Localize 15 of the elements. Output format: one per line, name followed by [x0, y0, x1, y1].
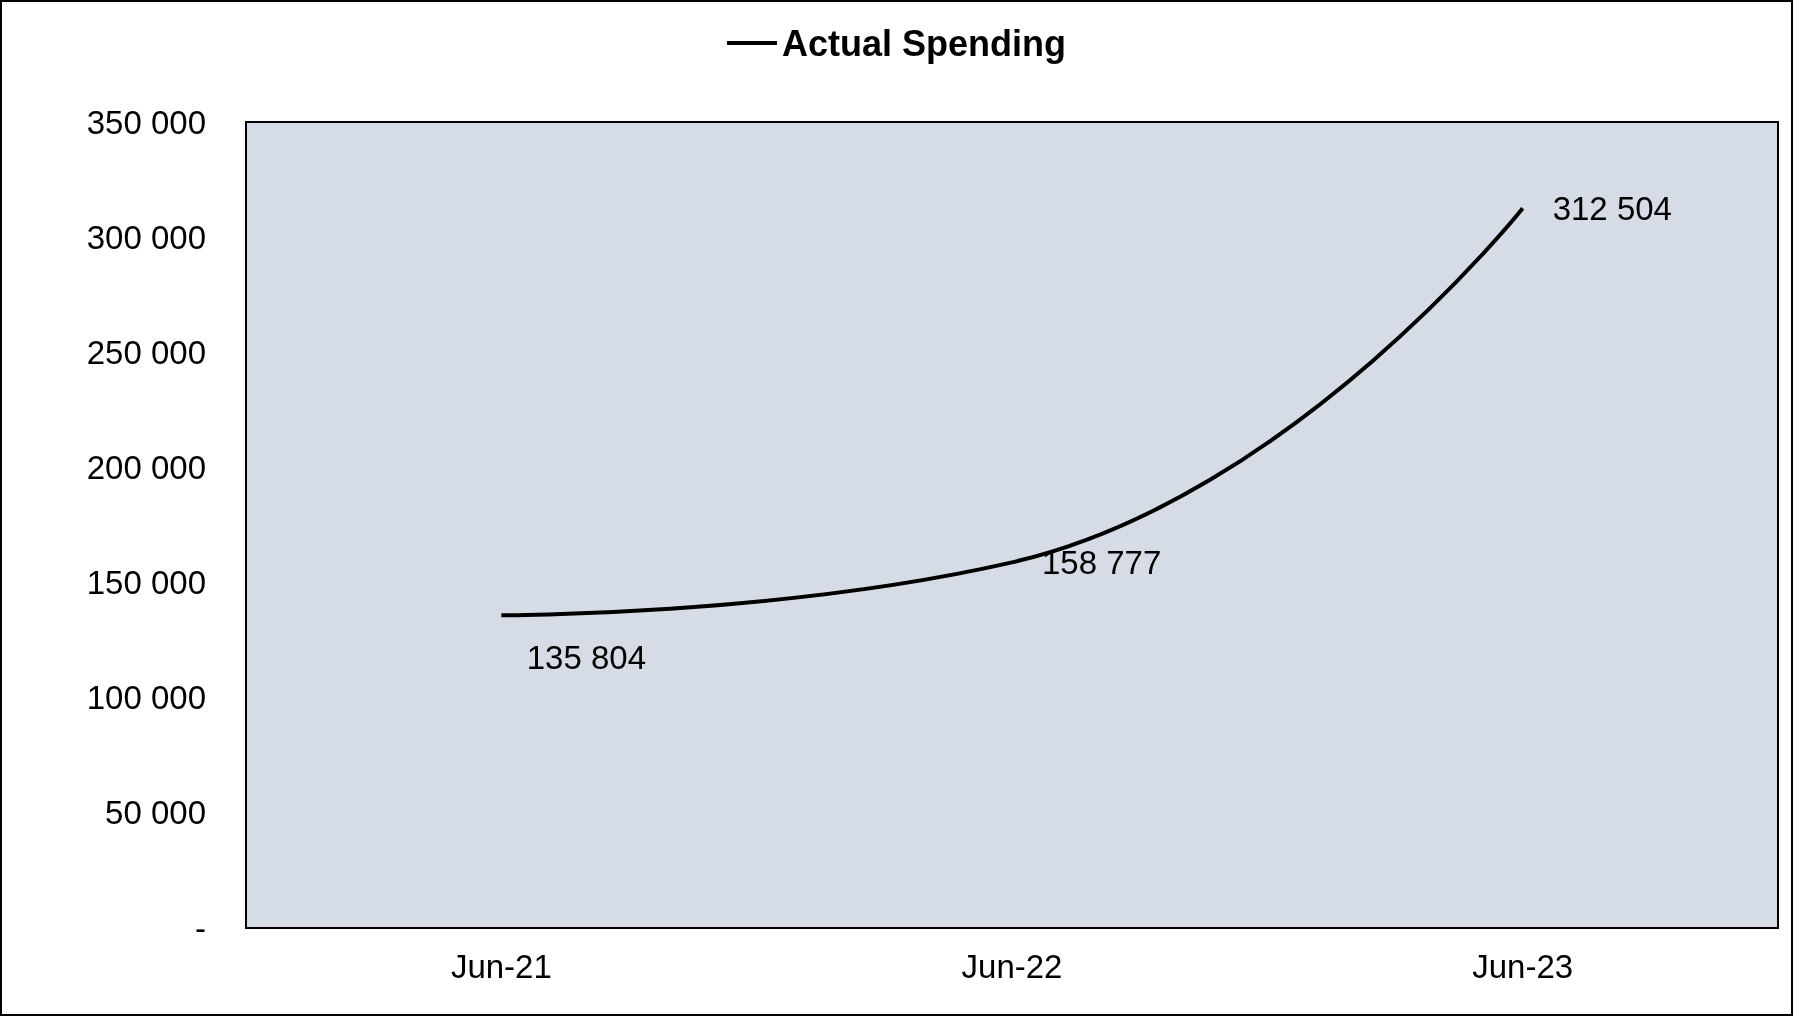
y-tick-label: 250 000 [86, 333, 206, 371]
y-tick-label: 350 000 [86, 103, 206, 141]
y-tick-label: 50 000 [105, 794, 206, 832]
y-tick-label: 200 000 [86, 448, 206, 486]
legend-label: Actual Spending [782, 22, 1067, 64]
y-tick-label: 100 000 [86, 679, 206, 717]
text: 135 804 [526, 639, 646, 677]
text: 312 504 [1552, 189, 1672, 227]
x-tick-label: Jun-21 [450, 948, 552, 985]
x-tick-label: Jun-23 [1472, 948, 1574, 985]
y-tick-label: 300 000 [86, 218, 206, 256]
y-tick-label: 150 000 [86, 564, 206, 602]
text: 158 777 [1042, 543, 1162, 581]
y-tick-label: - [195, 909, 206, 947]
x-tick-label: Jun-22 [961, 948, 1063, 985]
